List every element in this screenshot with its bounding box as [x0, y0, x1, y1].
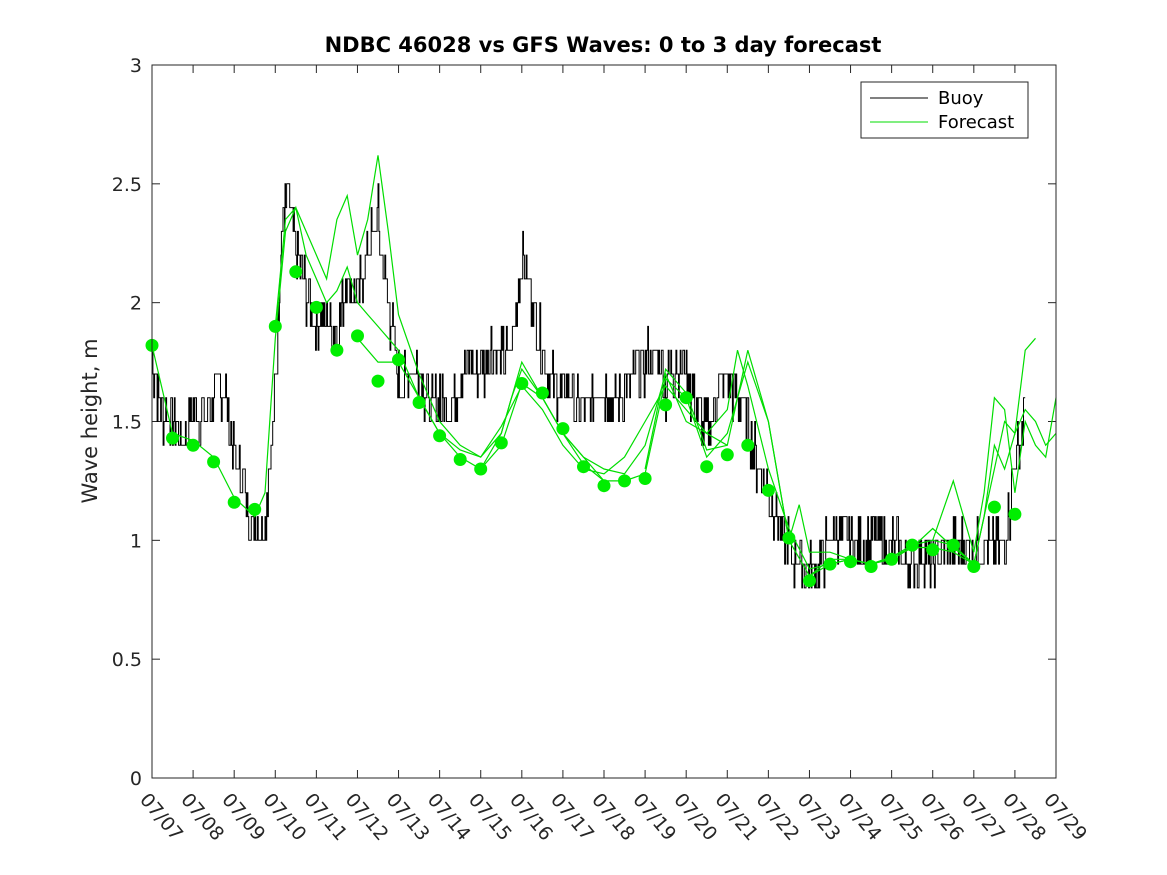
forecast-marker: [679, 391, 693, 405]
forecast-marker: [330, 343, 344, 357]
forecast-marker: [761, 483, 775, 497]
forecast-marker: [248, 502, 262, 516]
forecast-marker: [227, 495, 241, 509]
forecast-marker: [351, 329, 364, 343]
forecast-marker: [494, 436, 508, 450]
legend-box: [860, 81, 1029, 139]
forecast-marker: [844, 555, 857, 569]
forecast-marker: [864, 560, 878, 573]
legend: Buoy Forecast: [860, 81, 1029, 139]
forecast-marker: [700, 460, 714, 474]
forecast-marker: [926, 543, 940, 557]
forecast-marker: [392, 353, 405, 367]
y-tick-label: 2: [130, 293, 142, 315]
legend-buoy-label: Buoy: [938, 88, 984, 109]
forecast-marker: [885, 552, 899, 566]
chart-title: NDBC 46028 vs GFS Waves: 0 to 3 day fore…: [325, 33, 882, 57]
forecast-marker: [577, 460, 590, 474]
buoy-series-line: [152, 183, 1026, 589]
y-axis-label: Wave height, m: [78, 338, 102, 503]
y-tick-label: 0: [130, 768, 142, 790]
forecast-marker: [618, 474, 631, 488]
forecast-marker: [1008, 507, 1022, 521]
forecast-marker: [453, 453, 467, 466]
forecast-marker: [166, 431, 179, 445]
forecast-series-line: [932, 408, 1057, 566]
forecast-marker: [967, 560, 981, 573]
forecast-marker: [638, 472, 652, 485]
plot-frame: [151, 64, 1057, 779]
forecast-marker: [535, 386, 549, 400]
series-layer: [145, 155, 1057, 589]
forecast-marker: [186, 438, 200, 452]
forecast-marker: [515, 377, 529, 390]
forecast-marker: [207, 455, 221, 469]
forecast-marker: [782, 531, 796, 545]
forecast-marker: [597, 479, 611, 493]
forecast-series-line: [809, 396, 1057, 577]
forecast-marker: [905, 538, 919, 552]
forecast-marker: [720, 448, 734, 462]
forecast-marker: [474, 462, 488, 476]
y-tick-label: 2.5: [112, 174, 142, 196]
y-axis: 0 0.5 1 1.5 2 2.5 3: [112, 55, 1056, 790]
forecast-marker: [823, 557, 837, 571]
forecast-marker: [741, 438, 755, 452]
forecast-marker: [946, 538, 960, 552]
forecast-marker: [433, 429, 447, 443]
forecast-marker: [987, 500, 1001, 514]
plot-area: [152, 65, 1056, 778]
forecast-marker: [309, 300, 323, 314]
forecast-series-line: [274, 155, 728, 475]
forecast-marker: [371, 374, 385, 388]
forecast-marker: [803, 574, 816, 588]
forecast-marker: [289, 265, 303, 279]
y-tick-label: 3: [130, 55, 142, 77]
y-tick-label: 1: [130, 530, 142, 552]
y-tick-label: 0.5: [112, 649, 142, 671]
forecast-marker: [556, 422, 570, 436]
forecast-marker: [412, 396, 426, 409]
forecast-marker: [659, 398, 673, 412]
legend-forecast-label: Forecast: [938, 112, 1014, 133]
forecast-marker: [268, 319, 282, 333]
y-tick-label: 1.5: [112, 412, 142, 434]
